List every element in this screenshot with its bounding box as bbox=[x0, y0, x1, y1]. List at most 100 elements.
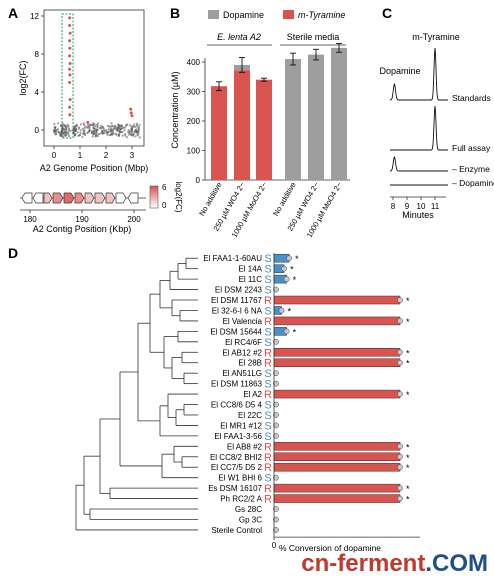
panel-a-point bbox=[84, 125, 87, 128]
legend-swatch-dopamine bbox=[208, 10, 219, 19]
legend-label-mtyramine: m-Tyramine bbox=[298, 10, 345, 20]
bar-dopamine bbox=[308, 54, 324, 180]
contig-gene-arrow bbox=[43, 192, 53, 204]
panel-a-point bbox=[92, 123, 95, 126]
panel-a-point bbox=[90, 131, 93, 135]
panel-a-point bbox=[59, 133, 62, 136]
strain-label: Gs 28C bbox=[235, 505, 262, 514]
significance-marker: * bbox=[406, 348, 410, 358]
replicate-point bbox=[273, 412, 279, 418]
panel-a-point bbox=[119, 127, 122, 130]
phenotype-letter: R bbox=[264, 452, 272, 464]
panel-c-xlabel: Minutes bbox=[402, 210, 434, 220]
panel-a-point bbox=[127, 133, 131, 136]
panel-b-ytick-label: 200 bbox=[187, 117, 201, 126]
panel-a-point bbox=[79, 123, 83, 126]
panel-b-bar-chart: Dopamine m-Tyramine E. lenta A2 Sterile … bbox=[170, 10, 350, 239]
strain-label: El 11C bbox=[239, 275, 263, 284]
strain-label: El Valencia bbox=[223, 317, 263, 326]
panel-a-point bbox=[110, 122, 113, 125]
replicate-point bbox=[397, 297, 403, 303]
colorbar-tick-6: 6 bbox=[162, 183, 167, 192]
panel-a-point bbox=[96, 125, 99, 128]
panel-a-hit-point bbox=[86, 120, 90, 124]
panel-a-point bbox=[102, 129, 105, 132]
replicate-point bbox=[397, 443, 403, 450]
panel-a-hit-point bbox=[68, 62, 72, 65]
replicate-point bbox=[278, 307, 285, 314]
phenotype-letter: S bbox=[264, 274, 271, 286]
panel-a-point bbox=[125, 136, 129, 139]
replicate-point bbox=[397, 359, 403, 366]
panel-a-point bbox=[93, 129, 96, 132]
legend-swatch-mtyramine bbox=[283, 10, 294, 19]
panel-a-point bbox=[53, 122, 56, 126]
panel-a-point bbox=[96, 122, 100, 125]
phenotype-letter: S bbox=[264, 379, 271, 391]
panel-a-point bbox=[94, 133, 97, 136]
panel-a-point bbox=[65, 127, 68, 131]
panel-a-point bbox=[122, 126, 125, 129]
chromatogram-trace bbox=[389, 47, 448, 101]
replicate-point bbox=[273, 474, 279, 481]
panel-a-point bbox=[117, 134, 120, 137]
strain-rows: El FAA1-1-60AU S *El 14A S *El 11C S *El DSM 2… bbox=[203, 253, 410, 535]
panel-a-point bbox=[92, 132, 96, 135]
significance-marker: * bbox=[293, 275, 297, 285]
panel-a-xtick-label: 0 bbox=[52, 151, 57, 160]
panel-a-point bbox=[77, 127, 80, 130]
panel-a-ytick-label: 0 bbox=[35, 126, 40, 135]
panel-a-axes-frame bbox=[43, 9, 145, 147]
panel-a-hit-point bbox=[68, 67, 72, 71]
panel-a-point bbox=[93, 127, 96, 130]
phenotype-letter: S bbox=[264, 473, 271, 485]
panel-d-letter: D bbox=[8, 245, 18, 261]
panel-a-point bbox=[123, 129, 126, 132]
chromatogram-trace bbox=[390, 105, 448, 151]
panel-a-point bbox=[86, 123, 90, 126]
significance-marker: * bbox=[406, 453, 410, 463]
panel-a-point bbox=[137, 127, 140, 130]
replicate-point bbox=[273, 527, 279, 533]
panel-a-point bbox=[130, 130, 133, 133]
panel-a-point bbox=[118, 125, 122, 128]
panel-a-point bbox=[53, 126, 57, 129]
panel-c-letter: C bbox=[382, 5, 392, 21]
panel-a-point bbox=[99, 132, 103, 135]
significance-marker: * bbox=[406, 495, 410, 505]
phenotype-letter: S bbox=[264, 420, 271, 432]
replicate-point bbox=[273, 401, 279, 408]
phenotype-letter: S bbox=[264, 400, 271, 412]
panel-a-point bbox=[91, 135, 94, 138]
panel-a-point bbox=[67, 125, 70, 128]
watermark-part2: .COM bbox=[425, 550, 488, 577]
bar-mtyramine bbox=[256, 79, 272, 180]
panel-a-point bbox=[89, 123, 92, 126]
panel-a-hit-point bbox=[68, 81, 72, 84]
strain-label: El DSM 11863 bbox=[211, 380, 263, 389]
replicate-point bbox=[397, 495, 403, 502]
strain-label: El CC8/2 BHI2 bbox=[210, 453, 263, 462]
panel-a-point bbox=[76, 131, 79, 134]
phenotype-letter: S bbox=[264, 410, 271, 422]
replicate-point bbox=[286, 255, 292, 262]
panel-a-point bbox=[124, 126, 127, 129]
strain-label: El 22C bbox=[238, 411, 262, 420]
panel-a-point bbox=[75, 128, 78, 131]
panel-a-yticks: 0 4 8 12 bbox=[30, 12, 44, 135]
panel-a-contig-map: 180 190 200 A2 Contig Position (Kbp) 0 6 l… bbox=[20, 181, 183, 234]
panel-c-tick-label: 9 bbox=[405, 202, 410, 211]
panel-a-point bbox=[61, 132, 65, 135]
panel-a-point bbox=[120, 130, 123, 133]
strain-label: Sterile Control bbox=[211, 526, 262, 535]
strain-label: El DSM 11767 bbox=[211, 296, 263, 305]
strain-label: El 14A bbox=[238, 265, 262, 274]
replicate-point bbox=[397, 391, 403, 397]
conversion-bar bbox=[273, 483, 401, 493]
panel-a-point bbox=[93, 124, 97, 128]
panel-a-point bbox=[96, 135, 99, 138]
panel-a-point bbox=[131, 132, 134, 135]
panel-a-point bbox=[131, 125, 135, 128]
panel-a-point bbox=[124, 133, 127, 136]
replicate-point bbox=[283, 328, 290, 335]
